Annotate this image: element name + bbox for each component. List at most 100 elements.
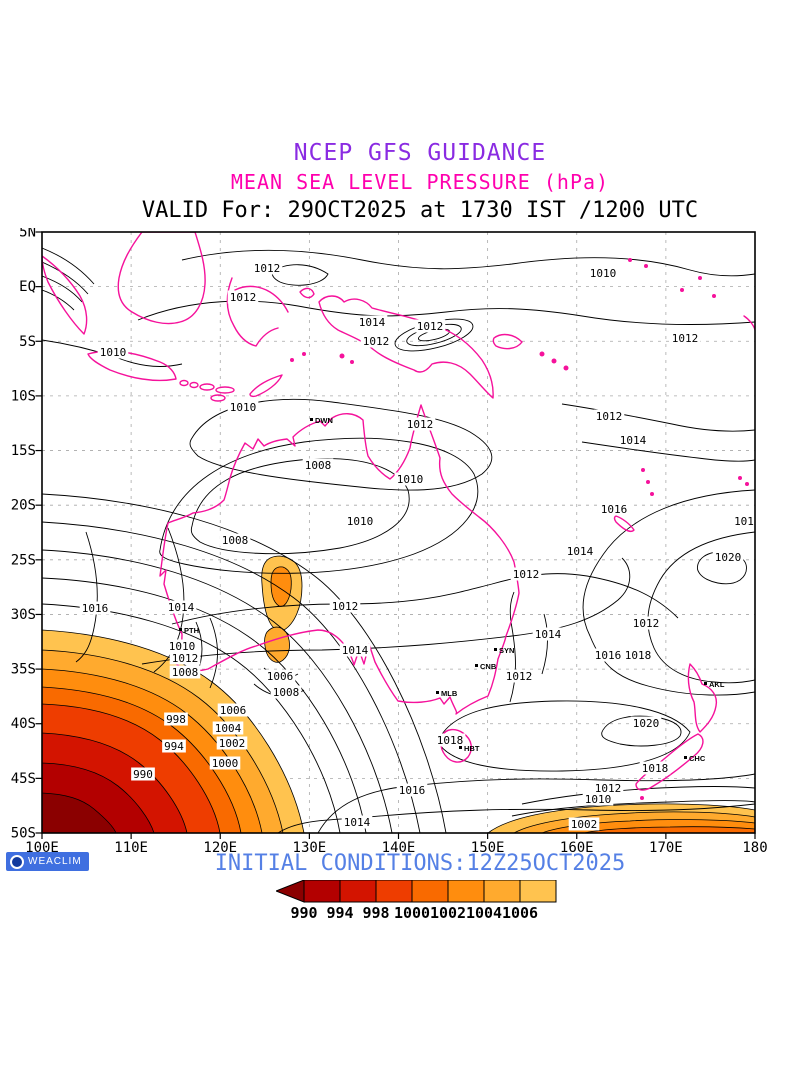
contour-label: 1016: [82, 602, 109, 615]
contour-label: 1012: [513, 568, 540, 581]
logo-ring-icon: [10, 854, 24, 869]
lon-tick-label: 110E: [114, 840, 148, 856]
contour-label: 1010: [100, 346, 127, 359]
contour-label: 1008: [172, 666, 199, 679]
lat-tick-label: 35S: [11, 662, 36, 678]
contour-label: 1000: [212, 757, 239, 770]
contour-label: 101: [734, 515, 754, 528]
contour-label: 1012: [172, 652, 199, 665]
contour-label: 1012: [230, 291, 257, 304]
lat-tick-label: 5S: [19, 334, 36, 350]
city-label: PTH: [184, 626, 199, 635]
contour-label: 1008: [305, 459, 332, 472]
city-label: SYN: [499, 646, 514, 655]
contour-label: 1014: [342, 644, 369, 657]
colorbar-tick-label: 998: [362, 904, 389, 922]
contour-label: 1008: [273, 686, 300, 699]
contour-label: 1016: [595, 649, 622, 662]
city-label: AKL: [709, 680, 725, 689]
contour-label: 1012: [595, 782, 622, 795]
lat-tick-label: 25S: [11, 552, 36, 568]
city-label: CNB: [480, 662, 497, 671]
contour-label: 1012: [332, 600, 359, 613]
coastlines: [42, 232, 755, 800]
lon-tick-label: 120E: [203, 840, 237, 856]
contour-label: 1014: [620, 434, 647, 447]
title-model: NCEP GFS GUIDANCE: [293, 140, 547, 166]
contour-label: 1006: [267, 670, 294, 683]
contour-label: 1012: [417, 320, 444, 333]
contour-label: 990: [133, 768, 153, 781]
colorbar-tick-label: 994: [326, 904, 353, 922]
contour-label: 1016: [601, 503, 628, 516]
contour-label: 1018: [625, 649, 652, 662]
weaclim-logo: WEACLIM: [6, 852, 89, 871]
contour-label: 1012: [633, 617, 660, 630]
contour-label: 1012: [254, 262, 281, 275]
lat-tick-label: 30S: [11, 607, 36, 623]
contour-label: 1010: [230, 401, 257, 414]
city-label: DWN: [315, 416, 333, 425]
logo-text: WEACLIM: [28, 856, 82, 867]
lat-tick-label: 45S: [11, 771, 36, 787]
colorbar-tick-label: 1002: [430, 904, 466, 922]
contour-label: 1014: [567, 545, 594, 558]
lon-tick-label: 160E: [560, 840, 594, 856]
title-field: MEAN SEA LEVEL PRESSURE (hPa): [230, 170, 610, 194]
colorbar-cell: [375, 880, 413, 903]
colorbar-tick-label: 1006: [502, 904, 538, 922]
pressure-shading: [42, 555, 755, 833]
contour-label: 1020: [633, 717, 660, 730]
contour-label: 1012: [363, 335, 390, 348]
contour-label: 1020: [715, 551, 742, 564]
contour-label: 1018: [642, 762, 669, 775]
lon-tick-label: 140E: [382, 840, 416, 856]
contour-label: 1014: [168, 601, 195, 614]
lat-tick-label: 15S: [11, 443, 36, 459]
lon-tick-label: 150E: [471, 840, 505, 856]
contour-label: 1012: [506, 670, 533, 683]
lat-tick-label: 5N: [19, 228, 36, 241]
lat-tick-label: 10S: [11, 388, 36, 404]
contour-label: 1014: [535, 628, 562, 641]
city-label: MLB: [441, 689, 458, 698]
contour-label: 1010: [397, 473, 424, 486]
contour-label: 1006: [220, 704, 247, 717]
lon-tick-label: 180: [742, 840, 767, 856]
title-valid-time: VALID For: 29OCT2025 at 1730 IST /1200 U…: [141, 198, 699, 223]
lat-tick-label: EQ: [19, 279, 36, 295]
contour-label: 1012: [672, 332, 699, 345]
contour-label: 1014: [359, 316, 386, 329]
pressure-colorbar: 990 994 998 1000 1002 1004 1006: [276, 880, 557, 922]
lon-tick-label: 130E: [293, 840, 327, 856]
contour-label: 1004: [215, 722, 242, 735]
lat-tick-label: 40S: [11, 716, 36, 732]
colorbar-tick-label: 1000: [394, 904, 430, 922]
lat-tick-label: 50S: [11, 826, 36, 842]
graticule-grid: [42, 232, 755, 833]
contour-label: 1002: [571, 818, 598, 831]
lon-tick-label: 170E: [649, 840, 683, 856]
colorbar-cell: [519, 880, 557, 903]
lat-tick-label: 20S: [11, 498, 36, 514]
colorbar-tick-label: 990: [290, 904, 317, 922]
colorbar-cell: [411, 880, 449, 903]
contour-label: 1014: [344, 816, 371, 829]
contour-label: 1016: [399, 784, 426, 797]
city-label: CHC: [689, 754, 706, 763]
colorbar-tick-label: 1004: [466, 904, 502, 922]
colorbar-cell: [447, 880, 485, 903]
city-label: HBT: [464, 744, 480, 753]
contour-label: 1002: [219, 737, 246, 750]
colorbar-cell: [303, 880, 341, 903]
contour-label: 1018: [437, 734, 464, 747]
initial-conditions-text: INITIAL CONDITIONS:12Z25OCT2025: [214, 851, 626, 876]
contour-label: 1012: [407, 418, 434, 431]
contour-label: 994: [164, 740, 184, 753]
contour-label: 998: [166, 713, 186, 726]
contour-label: 1012: [596, 410, 623, 423]
